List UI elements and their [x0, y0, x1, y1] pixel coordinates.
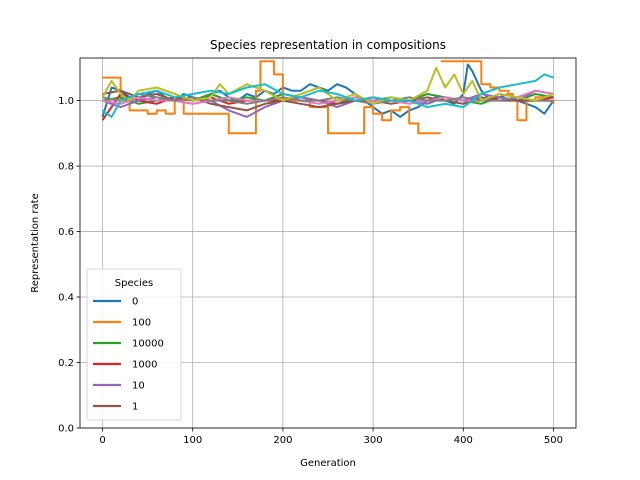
- series-lines: [101, 60, 555, 135]
- legend-entry-label: 10000: [132, 339, 164, 350]
- series-line-8: [102, 93, 554, 105]
- plot-area: [101, 60, 555, 135]
- legend-entry-label: 10: [132, 381, 145, 392]
- x-axis-label: Generation: [300, 458, 356, 469]
- y-axis: 0.0 0.2 0.4 0.6 0.8 1.0: [58, 96, 80, 435]
- legend: Species 0 100 10000 1000 10 1: [86, 268, 182, 421]
- x-tick-label: 500: [544, 435, 563, 446]
- series-line-1: [102, 60, 441, 135]
- legend-entry-label: 100: [132, 318, 151, 329]
- legend-title: Species: [115, 278, 154, 289]
- y-tick-label: 0.4: [58, 293, 74, 304]
- x-tick-label: 300: [364, 435, 383, 446]
- legend-entry-label: 0: [132, 297, 138, 308]
- y-tick-label: 1.0: [58, 96, 74, 107]
- x-axis: 0 100 200 300 400 500: [99, 428, 563, 446]
- series-line-9: [101, 66, 554, 105]
- legend-entry-label: 1000: [132, 360, 157, 371]
- chart-title: Species representation in compositions: [210, 38, 446, 52]
- y-axis-label: Representation rate: [30, 193, 41, 292]
- y-tick-label: 0.0: [58, 424, 74, 435]
- axes-frame: [79, 57, 577, 429]
- legend-items: 0 100 10000 1000 10 1: [93, 297, 164, 413]
- x-tick-label: 200: [273, 435, 292, 446]
- legend-box: [86, 268, 182, 421]
- series-line-10: [101, 73, 554, 118]
- y-tick-label: 0.6: [58, 227, 74, 238]
- x-tick-label: 100: [183, 435, 202, 446]
- y-tick-label: 0.2: [58, 358, 74, 369]
- x-tick-label: 0: [99, 435, 105, 446]
- legend-entry-label: 1: [132, 402, 138, 413]
- y-tick-label: 0.8: [58, 162, 74, 173]
- x-tick-label: 400: [454, 435, 473, 446]
